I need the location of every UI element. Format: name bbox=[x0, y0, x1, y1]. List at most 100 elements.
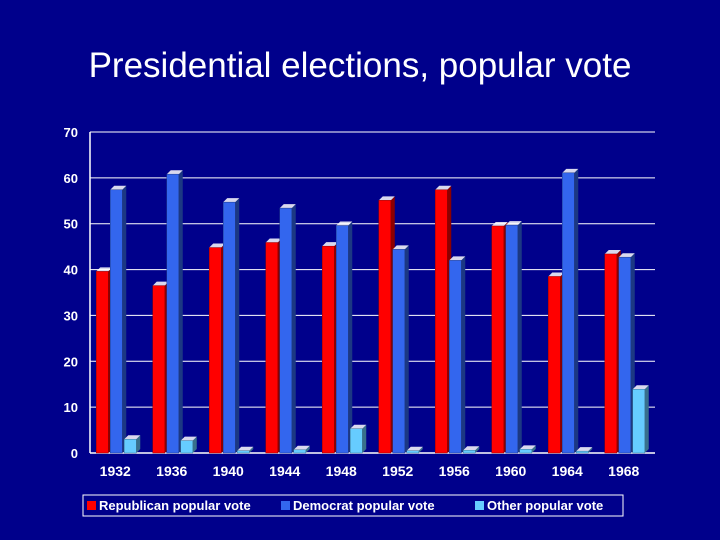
y-tick-label: 40 bbox=[64, 263, 78, 278]
bar-top bbox=[604, 249, 621, 254]
bar-front bbox=[463, 449, 476, 454]
x-tick-label: 1964 bbox=[552, 463, 583, 479]
y-tick-label: 30 bbox=[64, 308, 78, 323]
bar-democrat-popular-vote-1952 bbox=[392, 245, 409, 454]
bar-front bbox=[110, 189, 123, 454]
legend-label: Democrat popular vote bbox=[293, 498, 435, 513]
bar-front bbox=[336, 225, 349, 454]
bar-side bbox=[404, 245, 409, 453]
y-tick-label: 70 bbox=[64, 125, 78, 140]
bar-front bbox=[491, 225, 504, 454]
bar-side bbox=[531, 445, 536, 453]
bar-republican-popular-vote-1944 bbox=[265, 238, 282, 454]
x-tick-label: 1968 bbox=[608, 463, 639, 479]
bar-front bbox=[180, 440, 193, 454]
bar-front bbox=[265, 242, 278, 454]
bar-front bbox=[435, 189, 448, 454]
x-tick-label: 1948 bbox=[326, 463, 357, 479]
bar-other-popular-vote-1952 bbox=[406, 446, 423, 454]
bar-other-popular-vote-1956 bbox=[463, 446, 480, 454]
bar-democrat-popular-vote-1940 bbox=[223, 198, 240, 454]
bar-other-popular-vote-1964 bbox=[576, 447, 593, 454]
bar-top bbox=[293, 445, 310, 450]
bar-front bbox=[449, 260, 462, 454]
bar-front bbox=[406, 450, 419, 454]
bar-republican-popular-vote-1932 bbox=[96, 267, 113, 454]
bar-side bbox=[291, 204, 296, 453]
bar-side bbox=[588, 447, 593, 453]
bar-top bbox=[336, 221, 353, 226]
bar-republican-popular-vote-1956 bbox=[435, 185, 452, 454]
bar-democrat-popular-vote-1964 bbox=[562, 168, 579, 454]
legend-label: Other popular vote bbox=[487, 498, 603, 513]
bar-republican-popular-vote-1936 bbox=[152, 281, 169, 454]
bar-republican-popular-vote-1948 bbox=[322, 242, 339, 454]
bar-top bbox=[505, 221, 522, 226]
y-tick-label: 50 bbox=[64, 217, 78, 232]
bar-side bbox=[136, 435, 141, 453]
bar-side bbox=[362, 424, 367, 453]
bar-side bbox=[178, 170, 183, 453]
bar-republican-popular-vote-1940 bbox=[209, 243, 226, 454]
bar-front bbox=[576, 450, 589, 454]
bar-other-popular-vote-1948 bbox=[350, 424, 367, 454]
x-tick-label: 1932 bbox=[100, 463, 131, 479]
bar-top bbox=[322, 242, 339, 247]
bar-top bbox=[562, 168, 579, 173]
bar-top bbox=[406, 446, 423, 451]
bar-top bbox=[576, 447, 593, 452]
bar-top bbox=[110, 185, 127, 190]
bar-other-popular-vote-1968 bbox=[632, 385, 649, 454]
bar-top bbox=[449, 256, 466, 261]
bar-top bbox=[632, 385, 649, 390]
bar-top bbox=[548, 272, 565, 277]
bar-republican-popular-vote-1952 bbox=[378, 196, 395, 454]
bar-front bbox=[378, 200, 391, 454]
y-tick-label: 10 bbox=[64, 400, 78, 415]
bar-side bbox=[249, 446, 254, 453]
bar-side bbox=[461, 256, 466, 453]
bar-side bbox=[574, 168, 579, 453]
slide-title: Presidential elections, popular vote bbox=[88, 46, 632, 85]
legend-swatch bbox=[87, 501, 96, 510]
bar-democrat-popular-vote-1944 bbox=[279, 204, 296, 454]
bar-side bbox=[517, 221, 522, 453]
bar-democrat-popular-vote-1932 bbox=[110, 185, 127, 454]
bar-front bbox=[604, 253, 617, 454]
x-tick-label: 1936 bbox=[156, 463, 187, 479]
bar-top bbox=[180, 436, 197, 441]
bar-front bbox=[124, 438, 137, 454]
bar-top bbox=[124, 435, 141, 440]
bar-top bbox=[378, 196, 395, 201]
x-tick-label: 1952 bbox=[382, 463, 413, 479]
bar-front bbox=[350, 428, 363, 454]
bar-top bbox=[435, 185, 452, 190]
legend: Republican popular vote Democrat popular … bbox=[82, 494, 624, 517]
bar-front bbox=[293, 449, 306, 454]
bar-side bbox=[192, 436, 197, 453]
bars bbox=[96, 168, 649, 454]
bar-other-popular-vote-1944 bbox=[293, 445, 310, 454]
bar-democrat-popular-vote-1936 bbox=[166, 170, 183, 454]
y-tick-label: 60 bbox=[64, 171, 78, 186]
legend-swatch bbox=[281, 501, 290, 510]
x-tick-label: 1944 bbox=[269, 463, 300, 479]
bar-democrat-popular-vote-1956 bbox=[449, 256, 466, 454]
bar-side bbox=[305, 445, 310, 453]
bar-other-popular-vote-1940 bbox=[237, 446, 254, 454]
bar-side bbox=[122, 185, 127, 453]
bar-top bbox=[350, 424, 367, 429]
legend-item: Democrat popular vote bbox=[281, 498, 435, 513]
bar-democrat-popular-vote-1948 bbox=[336, 221, 353, 454]
bar-side bbox=[475, 446, 480, 453]
bar-front bbox=[209, 247, 222, 454]
bar-front bbox=[322, 245, 335, 454]
x-tick-label: 1940 bbox=[213, 463, 244, 479]
bar-front bbox=[632, 389, 645, 454]
legend-item: Other popular vote bbox=[475, 498, 603, 513]
bar-republican-popular-vote-1968 bbox=[604, 249, 621, 454]
bar-front bbox=[562, 172, 575, 454]
bar-top bbox=[166, 170, 183, 175]
bar-top bbox=[223, 198, 240, 203]
bar-top bbox=[96, 267, 113, 272]
